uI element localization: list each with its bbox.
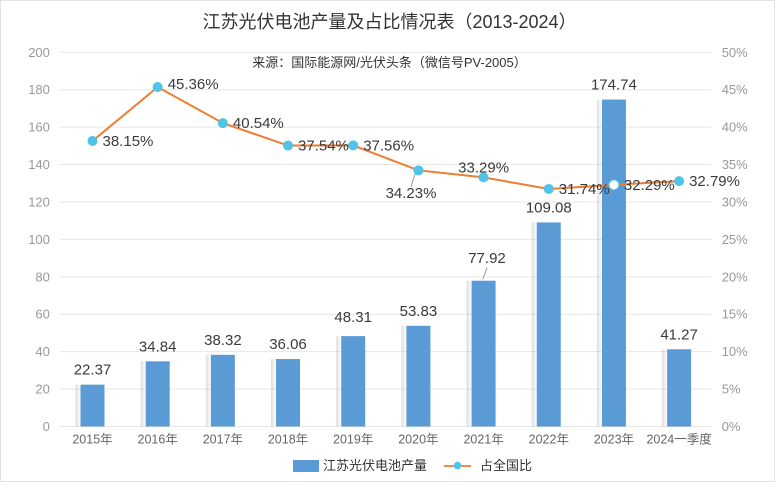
svg-text:80: 80 xyxy=(35,269,49,284)
svg-text:33.29%: 33.29% xyxy=(458,160,509,177)
svg-text:江苏光伏电池产量: 江苏光伏电池产量 xyxy=(323,458,427,473)
svg-text:40%: 40% xyxy=(722,120,748,135)
svg-text:36.06: 36.06 xyxy=(269,336,307,353)
svg-text:100: 100 xyxy=(28,232,50,247)
svg-text:5%: 5% xyxy=(722,382,741,397)
svg-text:2024一季度: 2024一季度 xyxy=(646,432,712,447)
svg-text:2016年: 2016年 xyxy=(138,433,178,447)
svg-text:34.84: 34.84 xyxy=(139,338,177,355)
svg-text:40: 40 xyxy=(35,344,49,359)
svg-text:160: 160 xyxy=(28,120,50,135)
svg-text:109.08: 109.08 xyxy=(526,199,572,216)
svg-text:占全国比: 占全国比 xyxy=(480,458,532,473)
svg-text:0: 0 xyxy=(43,419,50,434)
svg-text:200: 200 xyxy=(28,45,50,60)
svg-text:140: 140 xyxy=(28,157,50,172)
svg-text:32.29%: 32.29% xyxy=(624,177,675,194)
svg-text:41.27: 41.27 xyxy=(660,326,698,343)
svg-text:77.92: 77.92 xyxy=(468,250,506,267)
svg-text:48.31: 48.31 xyxy=(334,309,372,326)
svg-text:20%: 20% xyxy=(722,269,748,284)
svg-text:22.37: 22.37 xyxy=(74,362,112,379)
svg-text:2017年: 2017年 xyxy=(203,433,243,447)
svg-text:35%: 35% xyxy=(722,157,748,172)
svg-text:40.54%: 40.54% xyxy=(233,115,284,132)
svg-text:15%: 15% xyxy=(722,307,748,322)
svg-text:180: 180 xyxy=(28,82,50,97)
svg-text:60: 60 xyxy=(35,307,49,322)
svg-text:2019年: 2019年 xyxy=(333,433,373,447)
svg-text:45.36%: 45.36% xyxy=(168,76,219,93)
svg-text:50%: 50% xyxy=(722,45,748,60)
svg-text:10%: 10% xyxy=(722,344,748,359)
svg-text:53.83: 53.83 xyxy=(400,303,438,320)
svg-text:45%: 45% xyxy=(722,82,748,97)
svg-text:38.15%: 38.15% xyxy=(103,133,154,150)
svg-text:38.32: 38.32 xyxy=(204,332,242,349)
svg-text:34.23%: 34.23% xyxy=(386,185,437,202)
svg-text:0%: 0% xyxy=(722,419,741,434)
svg-text:25%: 25% xyxy=(722,232,748,247)
svg-text:120: 120 xyxy=(28,195,50,210)
svg-text:2018年: 2018年 xyxy=(268,433,308,447)
svg-text:2022年: 2022年 xyxy=(529,433,569,447)
svg-text:32.79%: 32.79% xyxy=(689,173,740,190)
svg-text:31.74%: 31.74% xyxy=(559,181,610,198)
svg-text:37.56%: 37.56% xyxy=(363,137,414,154)
svg-text:2015年: 2015年 xyxy=(72,433,112,447)
svg-text:174.74: 174.74 xyxy=(591,77,637,94)
svg-text:37.54%: 37.54% xyxy=(298,138,349,155)
svg-text:30%: 30% xyxy=(722,195,748,210)
svg-text:2023年: 2023年 xyxy=(594,433,634,447)
svg-text:2020年: 2020年 xyxy=(398,433,438,447)
svg-text:2021年: 2021年 xyxy=(463,433,503,447)
svg-text:20: 20 xyxy=(35,382,49,397)
